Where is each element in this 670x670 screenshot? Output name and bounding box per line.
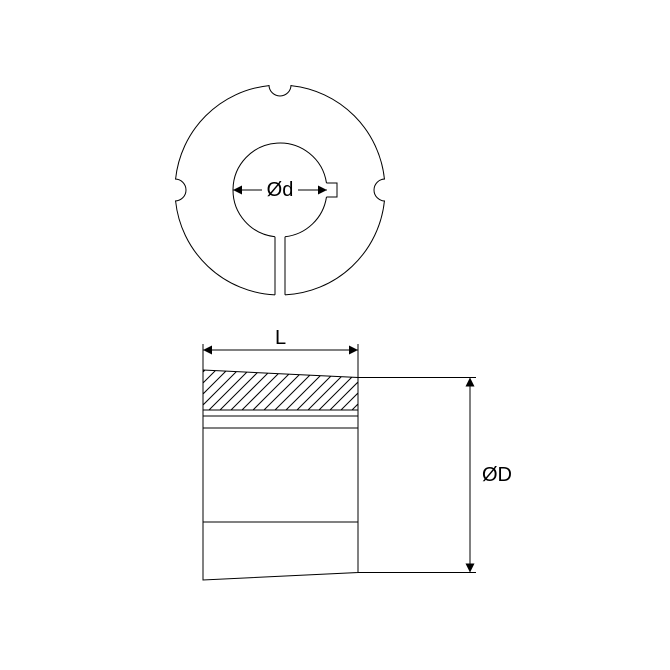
outer-diameter-label: ØD bbox=[482, 464, 512, 486]
length-label: L bbox=[275, 327, 286, 349]
side-view: L ØD bbox=[0, 327, 670, 580]
technical-drawing: Ød L ØD bbox=[0, 0, 670, 670]
front-view: Ød bbox=[163, 73, 397, 295]
bore-diameter-label: Ød bbox=[267, 179, 294, 201]
